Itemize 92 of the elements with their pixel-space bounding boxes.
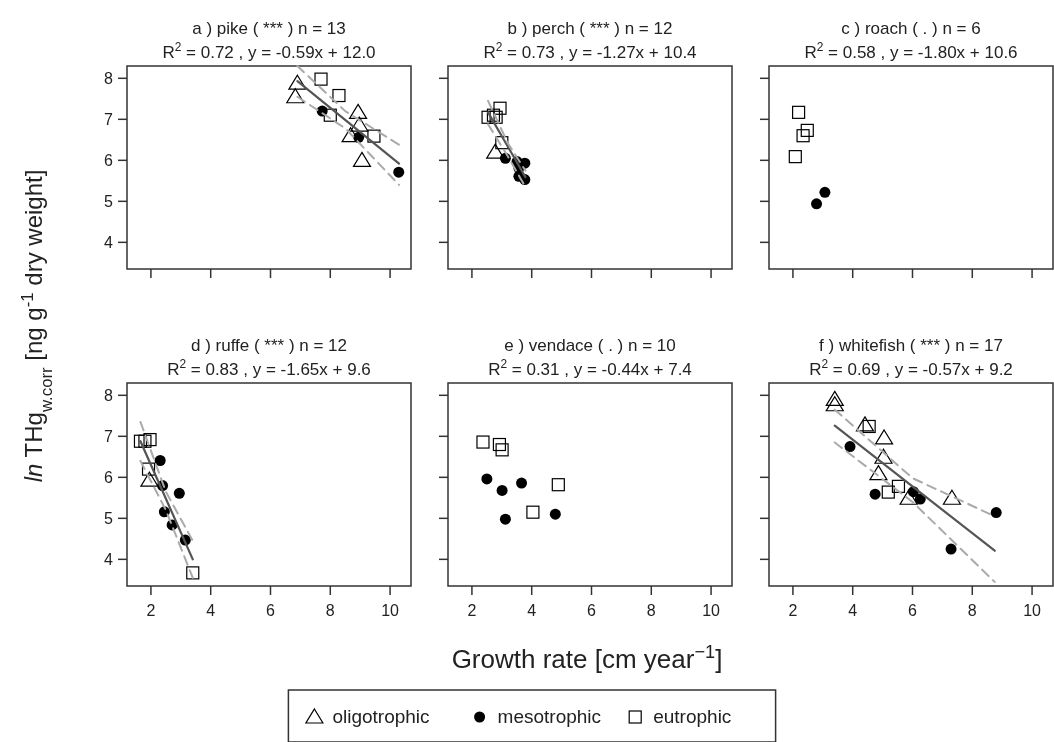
point — [945, 543, 957, 555]
x-tick-label: 2 — [146, 602, 156, 619]
chart-title: c ) roach ( . ) n = 6 — [841, 19, 981, 38]
y-tick-label: 4 — [104, 233, 114, 251]
point — [495, 136, 509, 150]
point — [323, 108, 337, 122]
x-axis-title: Growth rate [cm year$^{−1}$] — [451, 642, 723, 674]
y-tick-label: 5 — [104, 509, 114, 527]
chart-subtitle: R$^{2}$ = 0.31 , y = -0.44x + 7.4 — [488, 357, 692, 379]
point — [942, 489, 962, 505]
point — [286, 88, 305, 104]
point — [393, 166, 405, 178]
point — [796, 129, 810, 143]
y-tick-label: 4 — [104, 550, 114, 568]
point — [855, 416, 875, 432]
legend-label: oligotrophic — [332, 706, 430, 727]
point — [788, 150, 802, 164]
point — [891, 479, 906, 493]
x-tick-label: 4 — [206, 602, 216, 619]
point — [332, 88, 346, 103]
point — [350, 116, 369, 132]
x-tick-label: 4 — [527, 602, 537, 619]
y-tick-label: 7 — [104, 110, 114, 128]
x-tick-label: 6 — [266, 602, 276, 619]
point — [352, 151, 372, 167]
x-tick-label: 8 — [325, 602, 335, 619]
point — [499, 513, 511, 525]
point — [367, 129, 381, 143]
point — [481, 110, 495, 124]
point — [348, 103, 368, 119]
point — [825, 390, 844, 406]
chart-subtitle: R$^{2}$ = 0.83 , y = -1.65x + 9.6 — [167, 357, 371, 379]
chart-title: f ) whitefish ( *** ) n = 17 — [819, 336, 1003, 355]
point — [551, 478, 565, 492]
y-tick-label: 6 — [104, 151, 114, 169]
legend-label: eutrophic — [653, 706, 732, 727]
y-tick-label: 8 — [104, 69, 114, 87]
point — [800, 123, 814, 137]
chart-title: d ) ruffe ( *** ) n = 12 — [190, 336, 348, 355]
point — [288, 74, 307, 90]
point — [481, 473, 493, 485]
point — [493, 101, 507, 115]
point — [874, 429, 894, 445]
point — [881, 485, 895, 499]
point — [141, 462, 156, 476]
chart-title: a ) pike ( *** ) n = 13 — [192, 19, 346, 38]
point — [476, 435, 490, 449]
chart-subtitle: R$^{2}$ = 0.58 , y = -1.80x + 10.6 — [804, 40, 1018, 62]
y-tick-label: 6 — [104, 468, 114, 486]
x-tick-label: 6 — [908, 602, 918, 619]
x-tick-label: 6 — [587, 602, 597, 619]
x-tick-label: 4 — [848, 602, 858, 619]
point — [314, 72, 328, 86]
chart-title: e ) vendace ( . ) n = 10 — [504, 336, 676, 355]
point — [173, 487, 185, 499]
point — [140, 471, 159, 487]
point — [526, 505, 540, 519]
point — [819, 186, 831, 198]
chart-title: b ) perch ( *** ) n = 12 — [507, 19, 673, 38]
point — [186, 566, 200, 580]
chart-subtitle: R$^{2}$ = 0.69 , y = -0.57x + 9.2 — [809, 357, 1013, 379]
point — [143, 432, 157, 447]
point — [844, 441, 856, 453]
point — [874, 448, 893, 464]
point — [492, 437, 507, 452]
point — [496, 484, 508, 496]
point — [899, 489, 918, 505]
point — [495, 443, 509, 457]
x-tick-label: 8 — [646, 602, 656, 619]
legend-label: mesotrophic — [497, 706, 602, 727]
point — [869, 488, 881, 500]
point — [990, 507, 1002, 519]
point — [138, 434, 152, 448]
x-tick-label: 2 — [467, 602, 477, 619]
y-tick-label: 5 — [104, 192, 114, 210]
y-tick-label: 7 — [104, 427, 114, 445]
point — [914, 493, 926, 505]
y-tick-label: 8 — [104, 386, 114, 404]
x-tick-label: 10 — [702, 602, 721, 619]
point — [516, 477, 528, 489]
point — [811, 198, 823, 210]
chart-subtitle: R$^{2}$ = 0.72 , y = -0.59x + 12.0 — [162, 40, 376, 62]
point — [549, 508, 561, 520]
x-tick-label: 10 — [381, 602, 400, 619]
x-tick-label: 2 — [788, 602, 798, 619]
x-tick-label: 10 — [1023, 602, 1042, 619]
point — [154, 455, 166, 467]
chart-subtitle: R$^{2}$ = 0.73 , y = -1.27x + 10.4 — [483, 40, 697, 62]
point — [869, 465, 888, 481]
point — [792, 105, 806, 119]
x-tick-label: 8 — [967, 602, 977, 619]
point — [825, 396, 844, 412]
